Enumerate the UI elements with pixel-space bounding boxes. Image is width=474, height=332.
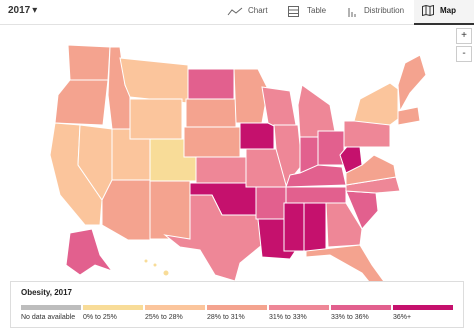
state[interactable] [119, 57, 189, 104]
state[interactable] [343, 120, 391, 148]
legend-swatch [207, 305, 267, 310]
state[interactable] [305, 244, 388, 281]
legend-label: 33% to 36% [331, 314, 369, 321]
state[interactable] [129, 98, 183, 140]
state[interactable] [65, 228, 114, 276]
tab[interactable]: Distribution [364, 6, 405, 15]
state[interactable] [353, 82, 399, 126]
state[interactable] [54, 79, 109, 126]
legend-item[interactable]: 33% to 36% [331, 305, 393, 321]
state[interactable] [185, 98, 237, 128]
state[interactable] [67, 44, 111, 81]
legend-item[interactable]: No data available [21, 305, 83, 321]
caret: ▾ [32, 5, 38, 16]
state[interactable] [397, 106, 421, 126]
zoom-in[interactable]: + [456, 28, 472, 44]
state[interactable] [152, 262, 158, 268]
legend-label: 28% to 31% [207, 314, 245, 321]
state[interactable] [303, 202, 327, 252]
state[interactable] [297, 84, 337, 138]
state[interactable] [397, 54, 427, 113]
legend: Obesity, 2017 No data available 0% to 25%… [10, 281, 464, 328]
state[interactable] [325, 202, 363, 248]
tab[interactable]: Table [307, 6, 327, 15]
table-icon [288, 6, 299, 17]
legend-label: No data available [21, 314, 76, 321]
map-icon [422, 5, 434, 16]
state[interactable] [143, 258, 149, 264]
tab: Map [440, 6, 456, 15]
state[interactable] [285, 186, 347, 204]
legend-label: 0% to 25% [83, 314, 117, 321]
legend-swatch [393, 305, 453, 310]
state[interactable] [149, 180, 191, 240]
legend-title: Obesity, 2017 [21, 288, 72, 297]
legend-label: 31% to 33% [269, 314, 307, 321]
state[interactable] [255, 186, 287, 220]
active-tab[interactable]: Map [414, 0, 474, 25]
legend-item[interactable]: 25% to 28% [145, 305, 207, 321]
legend-swatch [331, 305, 391, 310]
legend-label: 36%+ [393, 314, 412, 321]
legend-swatch [83, 305, 143, 310]
chart-icon [227, 7, 243, 16]
distribution-icon [348, 8, 356, 17]
state[interactable] [233, 68, 269, 124]
legend-item[interactable]: 36%+ [393, 305, 455, 321]
state[interactable] [195, 156, 247, 184]
state[interactable] [187, 68, 235, 100]
tab[interactable]: Chart [248, 6, 268, 15]
state[interactable] [261, 86, 297, 128]
legend-item[interactable]: 28% to 31% [207, 305, 269, 321]
state[interactable] [162, 269, 170, 277]
toolbar: 2017 ▾ Chart Table Distribution Map [0, 0, 474, 25]
legend-label: 25% to 28% [145, 314, 183, 321]
state[interactable] [101, 179, 151, 241]
state[interactable] [163, 194, 263, 281]
legend-swatch [269, 305, 329, 310]
state[interactable] [239, 122, 275, 150]
legend-swatch [21, 305, 81, 310]
map [49, 44, 427, 281]
legend-item[interactable]: 0% to 25% [83, 305, 145, 321]
legend-item[interactable]: 31% to 33% [269, 305, 331, 321]
state[interactable] [317, 130, 345, 166]
state[interactable] [183, 126, 241, 158]
year-select[interactable]: 2017 ▾ [8, 5, 37, 16]
legend-swatch [145, 305, 205, 310]
year-label: 2017 [8, 5, 31, 16]
zoom-out[interactable]: - [456, 46, 472, 62]
state[interactable] [283, 202, 305, 252]
